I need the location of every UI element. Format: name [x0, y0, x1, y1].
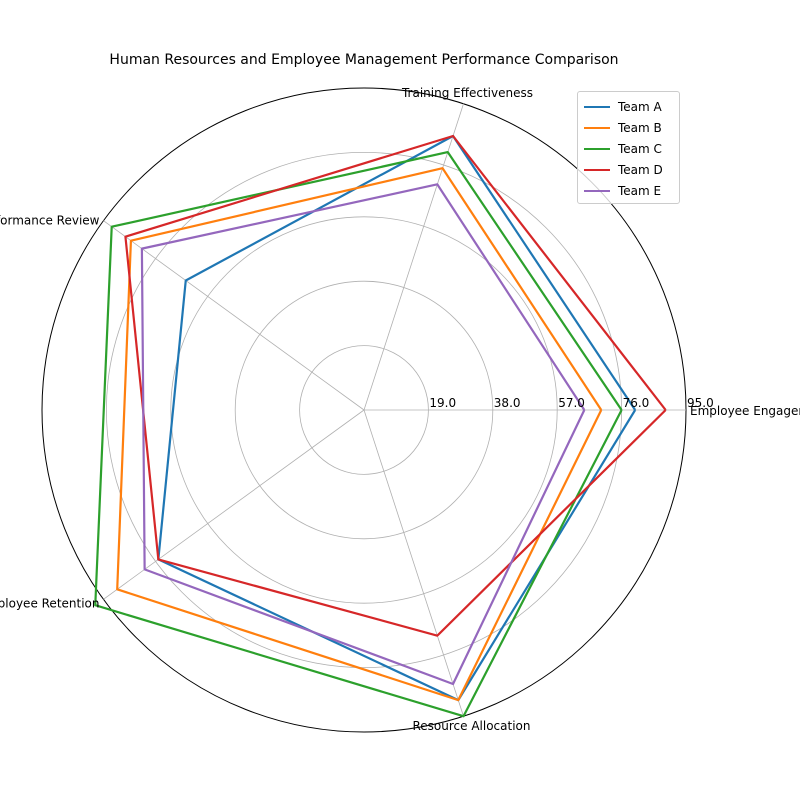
legend-item-team-e: Team E — [584, 180, 673, 201]
chart-title: Human Resources and Employee Management … — [109, 52, 619, 68]
radial-tick-label: 19.0 — [429, 396, 456, 410]
legend-item-team-c: Team C — [584, 138, 673, 159]
legend-swatch-team-d — [584, 168, 610, 171]
spoke-line — [103, 409, 365, 600]
legend-label-team-c: Team C — [618, 141, 662, 156]
legend-label-team-e: Team E — [618, 183, 662, 198]
series-line-team-a — [157, 134, 637, 702]
series-line-team-c — [94, 151, 623, 718]
category-label-employee-retention: Employee Retention — [0, 596, 99, 610]
spoke-line — [363, 103, 464, 411]
legend-label-team-d: Team D — [618, 162, 663, 177]
series-line-team-e — [140, 183, 586, 686]
legend-swatch-team-c — [584, 147, 610, 150]
legend-label-team-b: Team B — [618, 120, 662, 135]
legend-item-team-a: Team A — [584, 96, 673, 117]
category-label-employee-engagement: Employee Engagement — [690, 404, 800, 418]
radial-tick-label: 76.0 — [623, 396, 650, 410]
series-line-team-b — [116, 167, 603, 702]
radial-tick-label: 38.0 — [494, 396, 521, 410]
legend-item-team-b: Team B — [584, 117, 673, 138]
series-line-team-d — [124, 134, 667, 637]
legend-item-team-d: Team D — [584, 159, 673, 180]
category-label-training-effectiveness: Training Effectiveness — [401, 86, 533, 100]
radial-tick-label: 95.0 — [687, 396, 714, 410]
legend-label-team-a: Team A — [618, 99, 662, 114]
spoke-line — [363, 409, 464, 717]
radial-tick-label: 57.0 — [558, 396, 585, 410]
category-label-resource-allocation: Resource Allocation — [412, 719, 530, 733]
category-label-performance-review: Performance Review — [0, 214, 100, 228]
legend: Team A Team B Team C Team D Team E — [577, 91, 680, 204]
legend-swatch-team-e — [584, 189, 610, 192]
legend-swatch-team-a — [584, 105, 610, 108]
spoke-line — [103, 220, 365, 411]
legend-swatch-team-b — [584, 126, 610, 129]
